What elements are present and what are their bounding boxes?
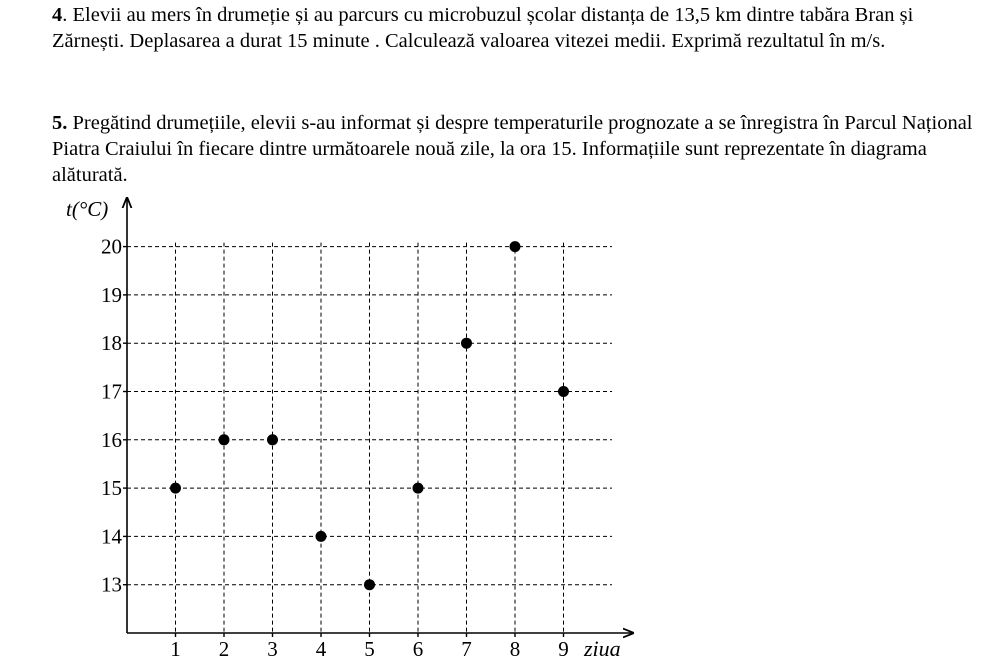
data-point-day-1 [170,482,181,494]
problem-4-number: 4 [52,4,63,26]
y-tick-label-18: 18 [101,331,122,355]
y-tick-label-16: 16 [101,428,122,452]
x-tick-label-2: 2 [219,637,230,661]
problem-4-text: . Elevii au mers în drumeție și au parcu… [52,4,914,52]
x-tick-label-9: 9 [558,637,569,661]
data-point-day-4 [315,530,327,542]
y-tick-label-15: 15 [101,476,122,500]
x-tick-label-3: 3 [267,637,278,661]
data-point-day-6 [412,482,424,494]
data-point-day-3 [267,434,278,446]
problem-5: 5. Pregătind drumețiile, elevii s-au inf… [52,110,982,188]
y-tick-label-19: 19 [101,283,122,307]
y-axis-label: t(°C) [66,197,108,221]
x-axis-label: ziua [583,636,621,661]
x-tick-label-5: 5 [364,637,375,661]
problem-5-number: 5. [52,112,68,134]
x-tick-label-6: 6 [413,637,424,661]
x-tick-label-8: 8 [510,637,521,661]
x-tick-label-7: 7 [461,637,472,661]
y-tick-label-17: 17 [101,380,122,404]
x-tick-label-4: 4 [316,637,327,661]
y-tick-label-14: 14 [101,524,123,548]
x-tick-label-1: 1 [170,637,181,661]
data-point-day-8 [509,241,521,253]
y-tick-label-13: 13 [101,573,122,597]
problem-5-text: Pregătind drumețiile, elevii s-au inform… [52,112,973,186]
data-point-day-9 [558,386,569,397]
data-point-day-5 [364,579,375,591]
problem-4: 4. Elevii au mers în drumeție și au parc… [52,2,982,54]
data-point-day-7 [461,337,472,349]
y-tick-label-20: 20 [101,235,122,259]
data-point-day-2 [218,434,230,446]
